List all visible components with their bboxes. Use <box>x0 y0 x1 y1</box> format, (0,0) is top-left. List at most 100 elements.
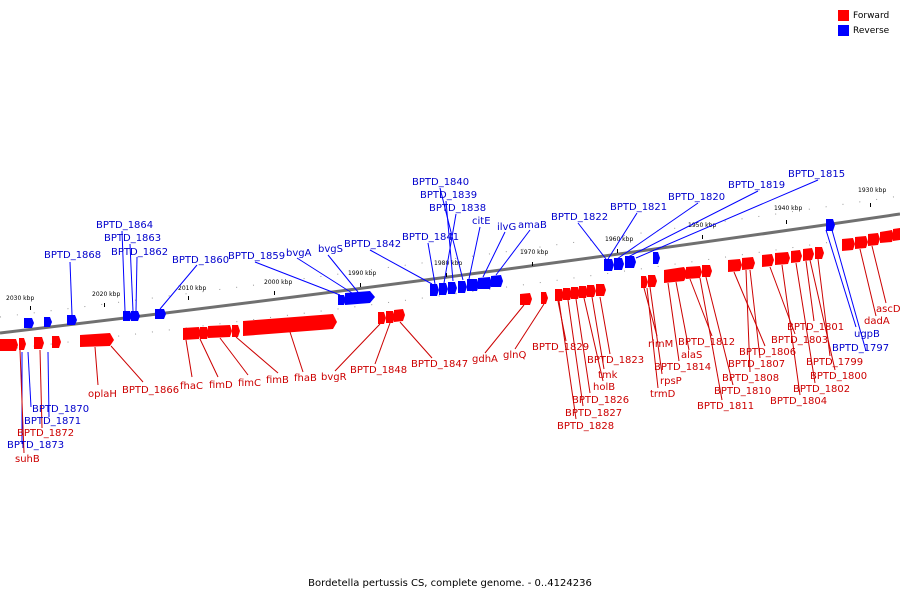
forward-gene <box>232 325 240 337</box>
gene-label: fimB <box>266 375 289 386</box>
reverse-gene <box>458 281 467 293</box>
gene-label: BPTD_1859 <box>228 251 285 262</box>
forward-gene <box>520 293 532 305</box>
scale-label: 1990 kbp <box>348 270 376 277</box>
gene-label: BPTD_1872 <box>17 428 74 439</box>
gene-label: glnQ <box>503 350 526 361</box>
legend-label: Forward <box>853 10 890 21</box>
gene-label: BPTD_1871 <box>24 416 81 427</box>
legend-item-forward: Forward <box>838 8 889 23</box>
forward-gene <box>80 333 114 347</box>
gene-label: holB <box>593 382 615 393</box>
reverse-gene <box>345 291 375 305</box>
scale-markers: 2030 kbp 2020 kbp 2010 kbp 2000 kbp 1990… <box>6 187 886 310</box>
scale-label: 1980 kbp <box>434 260 462 267</box>
forward-gene <box>394 309 405 322</box>
forward-genes <box>0 228 900 351</box>
forward-gene <box>855 236 868 249</box>
reverse-gene <box>131 311 140 321</box>
gene-label: BPTD_1803 <box>771 335 828 346</box>
gene-label: BPTD_1800 <box>810 371 867 382</box>
forward-gene <box>893 228 900 241</box>
reverse-connectors <box>21 179 867 444</box>
gene-label: BPTD_1847 <box>411 359 468 370</box>
caption: Bordetella pertussis CS, complete genome… <box>308 578 592 589</box>
forward-gene <box>541 292 548 304</box>
gene-label: BPTD_1819 <box>728 180 785 191</box>
forward-gene <box>208 325 232 338</box>
gene-label: gdhA <box>472 354 498 365</box>
forward-gene <box>571 287 580 299</box>
gene-label: alaS <box>681 350 702 361</box>
reverse-gene <box>653 252 660 264</box>
gene-label: BPTD_1838 <box>429 203 486 214</box>
gene-label: ugpB <box>854 329 880 340</box>
gene-label: BPTD_1868 <box>44 250 101 261</box>
gene-label: tmk <box>598 370 618 381</box>
forward-gene <box>378 312 386 324</box>
reverse-gene <box>478 277 492 289</box>
forward-gene <box>19 338 26 350</box>
reverse-gene <box>625 256 636 268</box>
forward-gene <box>728 259 742 272</box>
gene-label: bvgR <box>321 372 347 383</box>
gene-label: BPTD_1822 <box>551 212 608 223</box>
gene-label: BPTD_1804 <box>770 396 827 407</box>
gene-label: BPTD_1827 <box>565 408 622 419</box>
reverse-gene <box>155 309 166 319</box>
gene-label: fhaC <box>180 381 203 392</box>
forward-gene <box>641 276 648 288</box>
forward-gene <box>775 252 790 265</box>
gene-label: BPTD_1808 <box>722 373 779 384</box>
forward-gene <box>648 275 657 287</box>
gene-label: bvgS <box>318 244 343 255</box>
forward-gene <box>200 327 209 339</box>
gene-label: citE <box>472 216 491 227</box>
forward-gene <box>52 336 61 348</box>
reverse-gene <box>123 311 132 321</box>
forward-gene <box>579 286 588 298</box>
forward-gene <box>868 233 880 246</box>
forward-gene <box>803 248 814 261</box>
gene-label: BPTD_1841 <box>402 232 459 243</box>
scale-label: 2000 kbp <box>264 279 292 286</box>
gene-label: BPTD_1814 <box>654 362 711 373</box>
reverse-gene <box>604 259 614 271</box>
forward-gene <box>791 250 802 263</box>
gene-label: BPTD_1810 <box>714 386 771 397</box>
gene-label: ilvG <box>497 222 516 233</box>
scale-label: 1960 kbp <box>605 236 633 243</box>
reverse-gene <box>67 315 77 325</box>
scale-tick <box>104 303 105 307</box>
gene-label: ascD <box>876 304 900 315</box>
forward-gene <box>686 266 702 279</box>
gene-label: amaB <box>518 220 547 231</box>
forward-gene <box>563 288 572 300</box>
forward-connectors <box>19 245 887 454</box>
scale-tick <box>446 273 447 277</box>
gene-label: BPTD_1864 <box>96 220 153 231</box>
gene-label: BPTD_1848 <box>350 365 407 376</box>
reverse-gene <box>491 275 503 287</box>
forward-gene <box>880 230 894 243</box>
forward-gene <box>386 311 395 323</box>
scale-tick <box>532 262 533 266</box>
scale-label: 1950 kbp <box>688 222 716 229</box>
reverse-gene <box>338 295 346 305</box>
gene-label: BPTD_1812 <box>678 337 735 348</box>
forward-gene <box>762 254 774 267</box>
scale-label: 2030 kbp <box>6 295 34 302</box>
scale-tick <box>360 283 361 287</box>
forward-gene <box>702 265 712 277</box>
gene-label: BPTD_1821 <box>610 202 667 213</box>
gene-label: suhB <box>15 454 40 465</box>
forward-gene <box>183 327 201 340</box>
scale-tick <box>617 249 618 253</box>
legend-item-reverse: Reverse <box>838 23 889 38</box>
gene-label: BPTD_1829 <box>532 342 589 353</box>
forward-gene <box>742 257 755 270</box>
gene-label: BPTD_1806 <box>739 347 796 358</box>
forward-gene <box>596 284 606 296</box>
gene-label: BPTD_1866 <box>122 385 179 396</box>
